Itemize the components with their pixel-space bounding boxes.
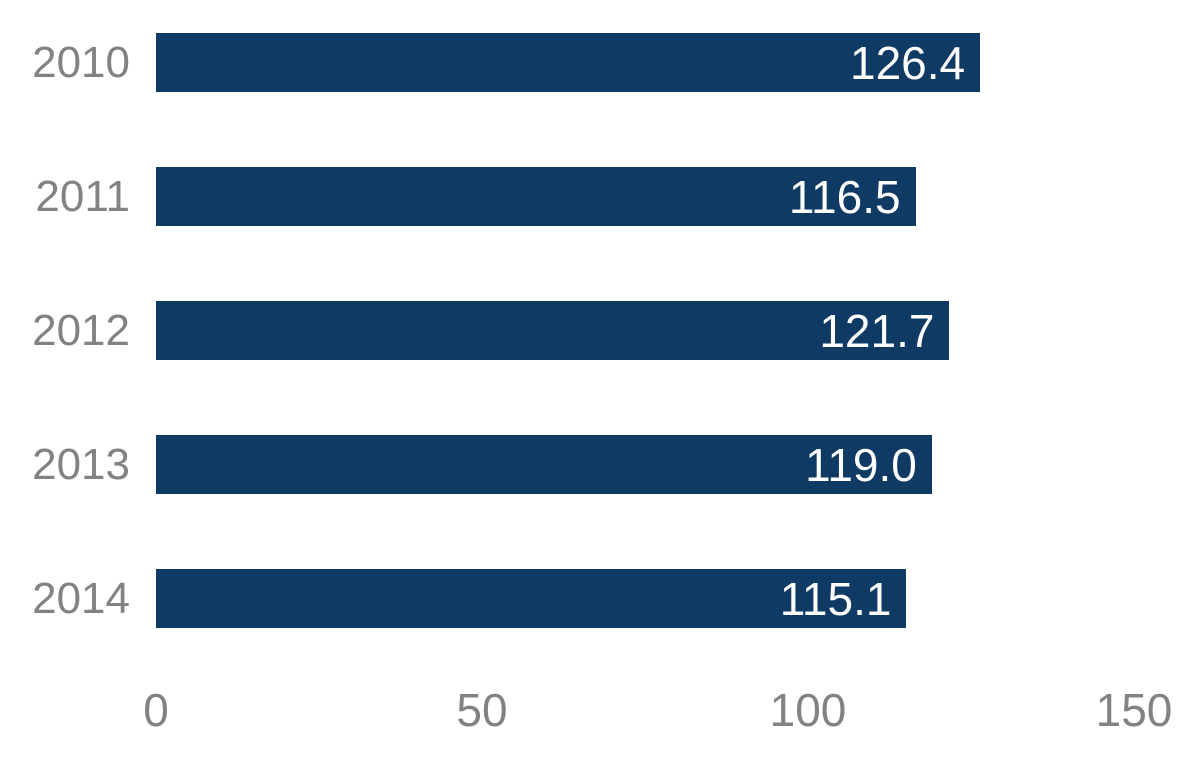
bar-row: 2014 115.1 xyxy=(0,569,1134,628)
bar-row: 2011 116.5 xyxy=(0,167,1134,226)
bar-row: 2013 119.0 xyxy=(0,435,1134,494)
bar-row: 2010 126.4 xyxy=(0,33,1134,92)
bar-track: 121.7 xyxy=(156,301,1134,360)
bar: 116.5 xyxy=(156,167,916,226)
category-label: 2013 xyxy=(32,440,130,489)
bar: 115.1 xyxy=(156,569,907,628)
x-tick-label: 0 xyxy=(143,684,169,736)
category-label: 2014 xyxy=(32,574,130,623)
bars-area: 2010 126.4 2011 116.5 2012 121.7 2013 119.0 2014… xyxy=(0,33,1134,703)
category-label: 2011 xyxy=(35,172,130,221)
bar: 119.0 xyxy=(156,435,932,494)
bar-track: 126.4 xyxy=(156,33,1134,92)
value-label: 121.7 xyxy=(819,304,935,357)
bar-track: 116.5 xyxy=(156,167,1134,226)
value-label: 119.0 xyxy=(805,438,917,491)
bar-track: 119.0 xyxy=(156,435,1134,494)
bar-row: 2012 121.7 xyxy=(0,301,1134,360)
bar-track: 115.1 xyxy=(156,569,1134,628)
x-tick-label: 100 xyxy=(769,684,847,736)
value-label: 126.4 xyxy=(850,36,966,89)
bar: 126.4 xyxy=(156,33,981,92)
value-label: 115.1 xyxy=(779,572,892,625)
x-tick-label: 150 xyxy=(1095,684,1173,736)
category-label: 2010 xyxy=(32,38,130,87)
x-tick-label: 50 xyxy=(456,684,508,736)
category-label: 2012 xyxy=(32,306,130,355)
x-axis: 0 50 100 150 xyxy=(143,683,1172,743)
value-label: 116.5 xyxy=(788,170,901,223)
bar: 121.7 xyxy=(156,301,950,360)
